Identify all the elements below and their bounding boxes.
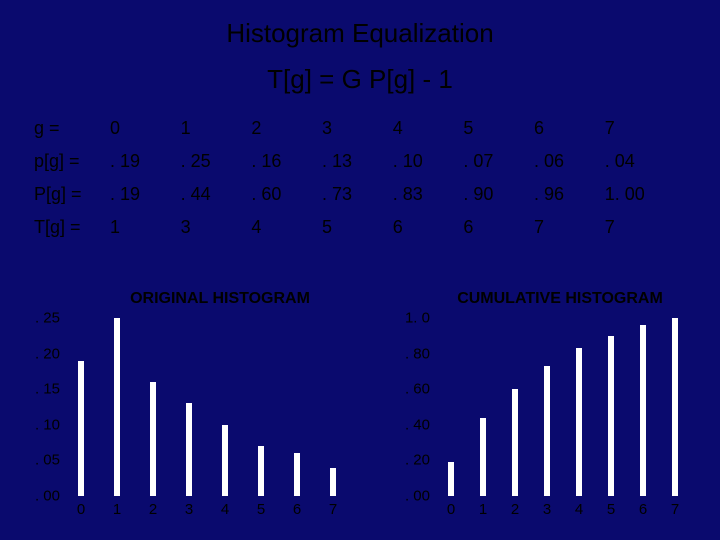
y-tick-label: . 15	[20, 381, 60, 398]
y-tick-label: 1. 0	[390, 310, 430, 327]
x-tick-label: 5	[257, 501, 265, 518]
cell: 6	[389, 211, 460, 244]
y-tick-label: . 80	[390, 345, 430, 362]
cell: . 96	[530, 178, 601, 211]
histogram-bar	[222, 425, 228, 496]
x-tick-label: 1	[113, 501, 121, 518]
histogram-bar	[512, 389, 518, 496]
x-tick-label: 3	[543, 501, 551, 518]
cell: 3	[318, 112, 389, 145]
row-label: g =	[30, 112, 106, 145]
cell: 4	[389, 112, 460, 145]
histogram-bar	[480, 418, 486, 496]
y-tick-label: . 25	[20, 310, 60, 327]
histogram-bar	[672, 318, 678, 496]
data-table: g =01234567p[g] =. 19. 25. 16. 13. 10. 0…	[30, 112, 690, 244]
cell: 0	[106, 112, 177, 145]
y-tick-label: . 20	[390, 452, 430, 469]
y-tick-label: . 20	[20, 345, 60, 362]
cell: 4	[247, 211, 318, 244]
histogram-bar	[330, 468, 336, 496]
table-row: P[g] =. 19. 44. 60. 73. 83. 90. 961. 00	[30, 178, 690, 211]
cell: 7	[530, 211, 601, 244]
cell: . 19	[106, 145, 177, 178]
cell: 3	[177, 211, 248, 244]
cell: 6	[459, 211, 530, 244]
histogram-bar	[576, 348, 582, 496]
left-chart-title: ORIGINAL HISTOGRAM	[90, 290, 350, 308]
cell: 7	[601, 112, 690, 145]
x-tick-label: 3	[185, 501, 193, 518]
cell: 7	[601, 211, 690, 244]
cell: . 06	[530, 145, 601, 178]
cell: 1	[177, 112, 248, 145]
histogram-bar	[608, 336, 614, 496]
cell: . 90	[459, 178, 530, 211]
cell: 1	[106, 211, 177, 244]
row-label: T[g] =	[30, 211, 106, 244]
cell: 5	[318, 211, 389, 244]
row-label: p[g] =	[30, 145, 106, 178]
formula-text: T[g] = G P[g] - 1	[0, 64, 720, 95]
histogram-bar	[114, 318, 120, 496]
x-tick-label: 0	[447, 501, 455, 518]
right-chart-title: CUMULATIVE HISTOGRAM	[420, 290, 700, 308]
histogram-bar	[78, 361, 84, 496]
x-tick-label: 6	[639, 501, 647, 518]
y-tick-label: . 60	[390, 381, 430, 398]
histogram-bar	[294, 453, 300, 496]
y-tick-label: . 00	[390, 488, 430, 505]
y-tick-label: . 10	[20, 416, 60, 433]
cell: . 10	[389, 145, 460, 178]
cell: . 83	[389, 178, 460, 211]
cell: . 04	[601, 145, 690, 178]
table-row: p[g] =. 19. 25. 16. 13. 10. 07. 06. 04	[30, 145, 690, 178]
cell: 2	[247, 112, 318, 145]
x-tick-label: 4	[221, 501, 229, 518]
row-label: P[g] =	[30, 178, 106, 211]
cell: . 44	[177, 178, 248, 211]
cell: . 60	[247, 178, 318, 211]
y-tick-label: . 40	[390, 416, 430, 433]
left-histogram: . 25. 20. 15. 10. 05. 00 01234567	[20, 318, 380, 518]
x-tick-label: 7	[671, 501, 679, 518]
x-tick-label: 6	[293, 501, 301, 518]
histogram-bar	[640, 325, 646, 496]
cell: . 13	[318, 145, 389, 178]
slide: Histogram Equalization T[g] = G P[g] - 1…	[0, 0, 720, 540]
histogram-bar	[258, 446, 264, 496]
x-tick-label: 2	[511, 501, 519, 518]
table-row: g =01234567	[30, 112, 690, 145]
cell: 1. 00	[601, 178, 690, 211]
y-tick-label: . 00	[20, 488, 60, 505]
right-histogram: 1. 0. 80. 60. 40. 20. 00 01234567	[390, 318, 720, 518]
x-tick-label: 1	[479, 501, 487, 518]
histogram-bar	[150, 382, 156, 496]
cell: 6	[530, 112, 601, 145]
cell: 5	[459, 112, 530, 145]
x-tick-label: 0	[77, 501, 85, 518]
x-tick-label: 4	[575, 501, 583, 518]
cell: . 25	[177, 145, 248, 178]
x-tick-label: 2	[149, 501, 157, 518]
slide-title: Histogram Equalization	[0, 18, 720, 49]
cell: . 16	[247, 145, 318, 178]
histogram-bar	[186, 403, 192, 496]
cell: . 07	[459, 145, 530, 178]
histogram-bar	[544, 366, 550, 496]
histogram-bar	[448, 462, 454, 496]
cell: . 73	[318, 178, 389, 211]
y-tick-label: . 05	[20, 452, 60, 469]
table-row: T[g] =13456677	[30, 211, 690, 244]
x-tick-label: 5	[607, 501, 615, 518]
x-tick-label: 7	[329, 501, 337, 518]
cell: . 19	[106, 178, 177, 211]
